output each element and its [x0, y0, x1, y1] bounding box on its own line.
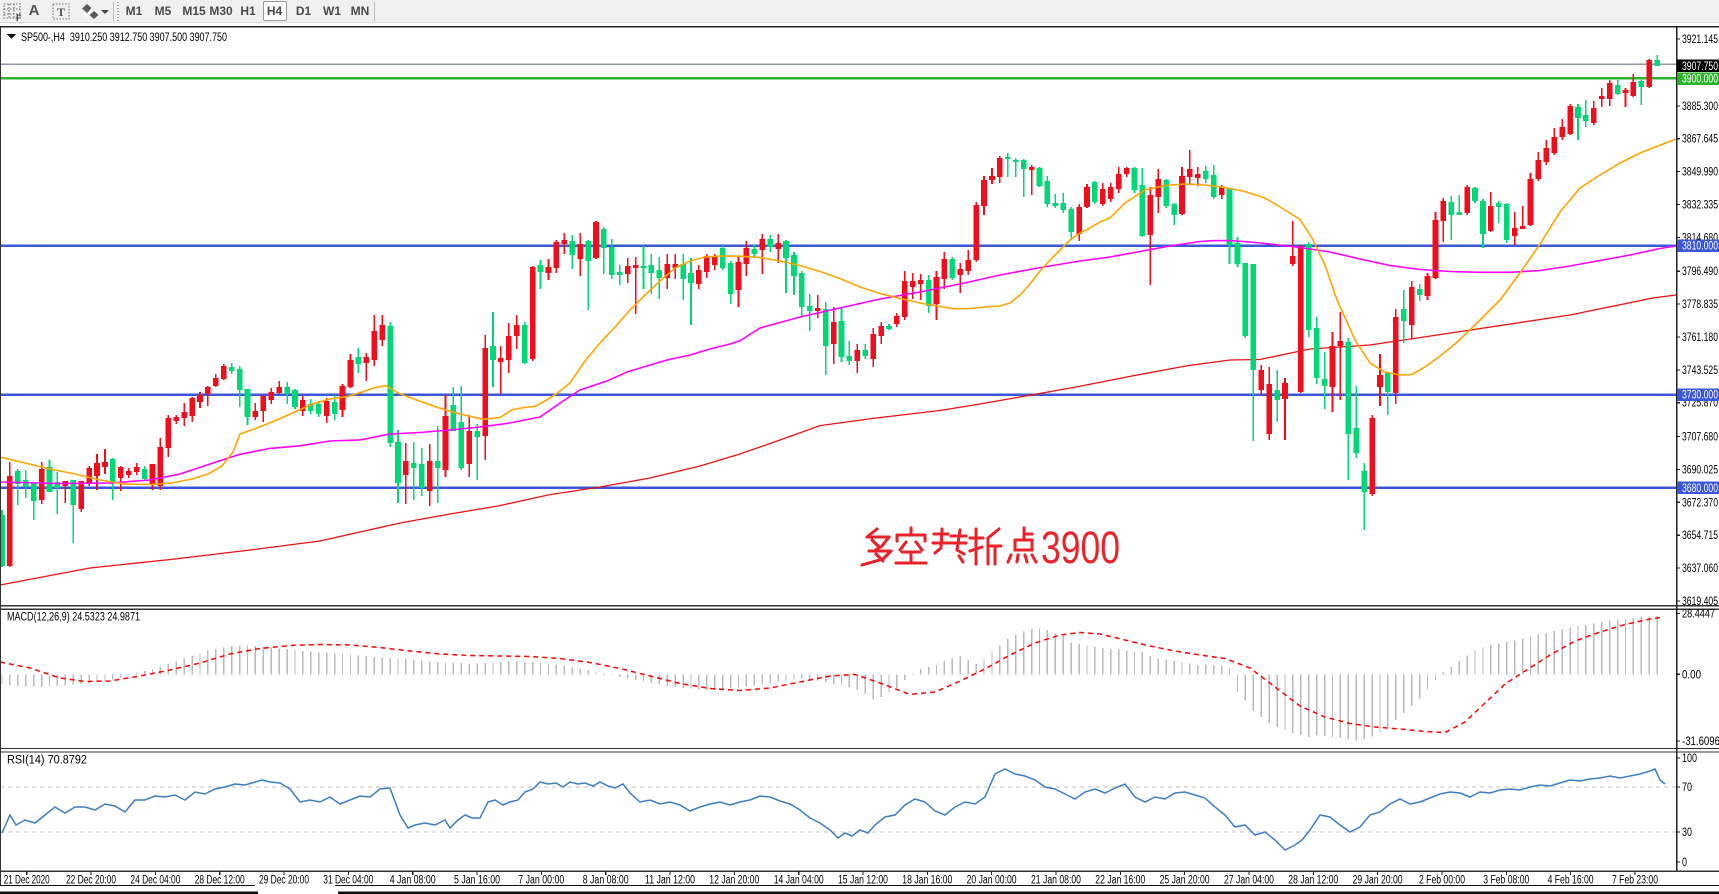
- svg-text:3672.370: 3672.370: [1682, 497, 1718, 509]
- svg-text:18 Jan 16:00: 18 Jan 16:00: [902, 875, 952, 887]
- svg-text:3867.645: 3867.645: [1682, 134, 1718, 146]
- svg-text:3885.300: 3885.300: [1682, 101, 1718, 113]
- svg-text:21 Jan 08:00: 21 Jan 08:00: [1031, 875, 1081, 887]
- svg-text:3900: 3900: [1041, 522, 1120, 573]
- svg-text:0: 0: [1682, 857, 1687, 869]
- svg-text:22 Jan 16:00: 22 Jan 16:00: [1095, 875, 1145, 887]
- svg-text:14 Jan 04:00: 14 Jan 04:00: [774, 875, 824, 887]
- svg-text:8 Jan 08:00: 8 Jan 08:00: [583, 875, 629, 887]
- svg-text:SP500-,H4 3910.250 3912.750 3: SP500-,H4 3910.250 3912.750 3907.500 390…: [21, 30, 227, 44]
- svg-text:T: T: [57, 5, 65, 19]
- svg-text:3690.025: 3690.025: [1682, 465, 1718, 477]
- svg-text:3832.335: 3832.335: [1682, 200, 1718, 212]
- svg-text:29 Dec 20:00: 29 Dec 20:00: [259, 875, 309, 887]
- svg-text:3707.680: 3707.680: [1682, 432, 1718, 444]
- svg-text:3778.835: 3778.835: [1682, 299, 1718, 311]
- svg-text:20 Jan 00:00: 20 Jan 00:00: [967, 875, 1017, 887]
- svg-text:28 Dec 12:00: 28 Dec 12:00: [195, 875, 245, 887]
- svg-text:27 Jan 04:00: 27 Jan 04:00: [1224, 875, 1274, 887]
- svg-text:MACD(12,26,9) 24.5323 24.9871: MACD(12,26,9) 24.5323 24.9871: [7, 612, 140, 624]
- svg-text:15 Jan 12:00: 15 Jan 12:00: [838, 875, 888, 887]
- svg-text:24 Dec 04:00: 24 Dec 04:00: [130, 875, 180, 887]
- svg-text:7 Jan 00:00: 7 Jan 00:00: [518, 875, 564, 887]
- svg-text:-31.6096: -31.6096: [1682, 736, 1719, 748]
- svg-text:3654.715: 3654.715: [1682, 530, 1718, 542]
- svg-text:7 Feb 23:00: 7 Feb 23:00: [1612, 875, 1658, 887]
- svg-text:3637.060: 3637.060: [1682, 563, 1718, 575]
- svg-text:RSI(14) 70.8792: RSI(14) 70.8792: [7, 755, 87, 767]
- svg-text:31 Dec 04:00: 31 Dec 04:00: [323, 875, 373, 887]
- svg-text:2 Feb 00:00: 2 Feb 00:00: [1419, 875, 1465, 887]
- svg-text:3849.990: 3849.990: [1682, 167, 1718, 179]
- svg-text:5 Jan 16:00: 5 Jan 16:00: [454, 875, 500, 887]
- svg-text:4 Feb 16:00: 4 Feb 16:00: [1548, 875, 1594, 887]
- svg-text:29 Jan 20:00: 29 Jan 20:00: [1353, 875, 1403, 887]
- svg-text:3730.000: 3730.000: [1682, 390, 1718, 402]
- svg-text:3680.000: 3680.000: [1682, 483, 1718, 495]
- svg-text:3761.180: 3761.180: [1682, 332, 1718, 344]
- svg-text:0.00: 0.00: [1682, 669, 1701, 681]
- svg-text:4 Jan 08:00: 4 Jan 08:00: [390, 875, 436, 887]
- svg-text:3619.405: 3619.405: [1682, 596, 1718, 608]
- svg-text:3907.750: 3907.750: [1682, 61, 1718, 73]
- svg-text:21 Dec 2020: 21 Dec 2020: [4, 875, 50, 887]
- svg-text:25 Jan 20:00: 25 Jan 20:00: [1160, 875, 1210, 887]
- svg-text:11 Jan 12:00: 11 Jan 12:00: [645, 875, 695, 887]
- svg-text:70: 70: [1682, 782, 1692, 794]
- svg-text:3 Feb 08:00: 3 Feb 08:00: [1483, 875, 1529, 887]
- svg-text:F: F: [16, 13, 22, 23]
- svg-text:3796.490: 3796.490: [1682, 266, 1718, 278]
- svg-text:12 Jan 20:00: 12 Jan 20:00: [709, 875, 759, 887]
- svg-text:22 Dec 20:00: 22 Dec 20:00: [66, 875, 116, 887]
- svg-text:3900.000: 3900.000: [1682, 74, 1718, 86]
- svg-text:3743.525: 3743.525: [1682, 365, 1718, 377]
- svg-text:3921.145: 3921.145: [1682, 34, 1718, 46]
- svg-text:3810.000: 3810.000: [1682, 241, 1718, 253]
- svg-text:28 Jan 12:00: 28 Jan 12:00: [1288, 875, 1338, 887]
- svg-text:100: 100: [1682, 753, 1697, 765]
- svg-text:30: 30: [1682, 827, 1692, 839]
- svg-text:28.4447: 28.4447: [1682, 608, 1715, 620]
